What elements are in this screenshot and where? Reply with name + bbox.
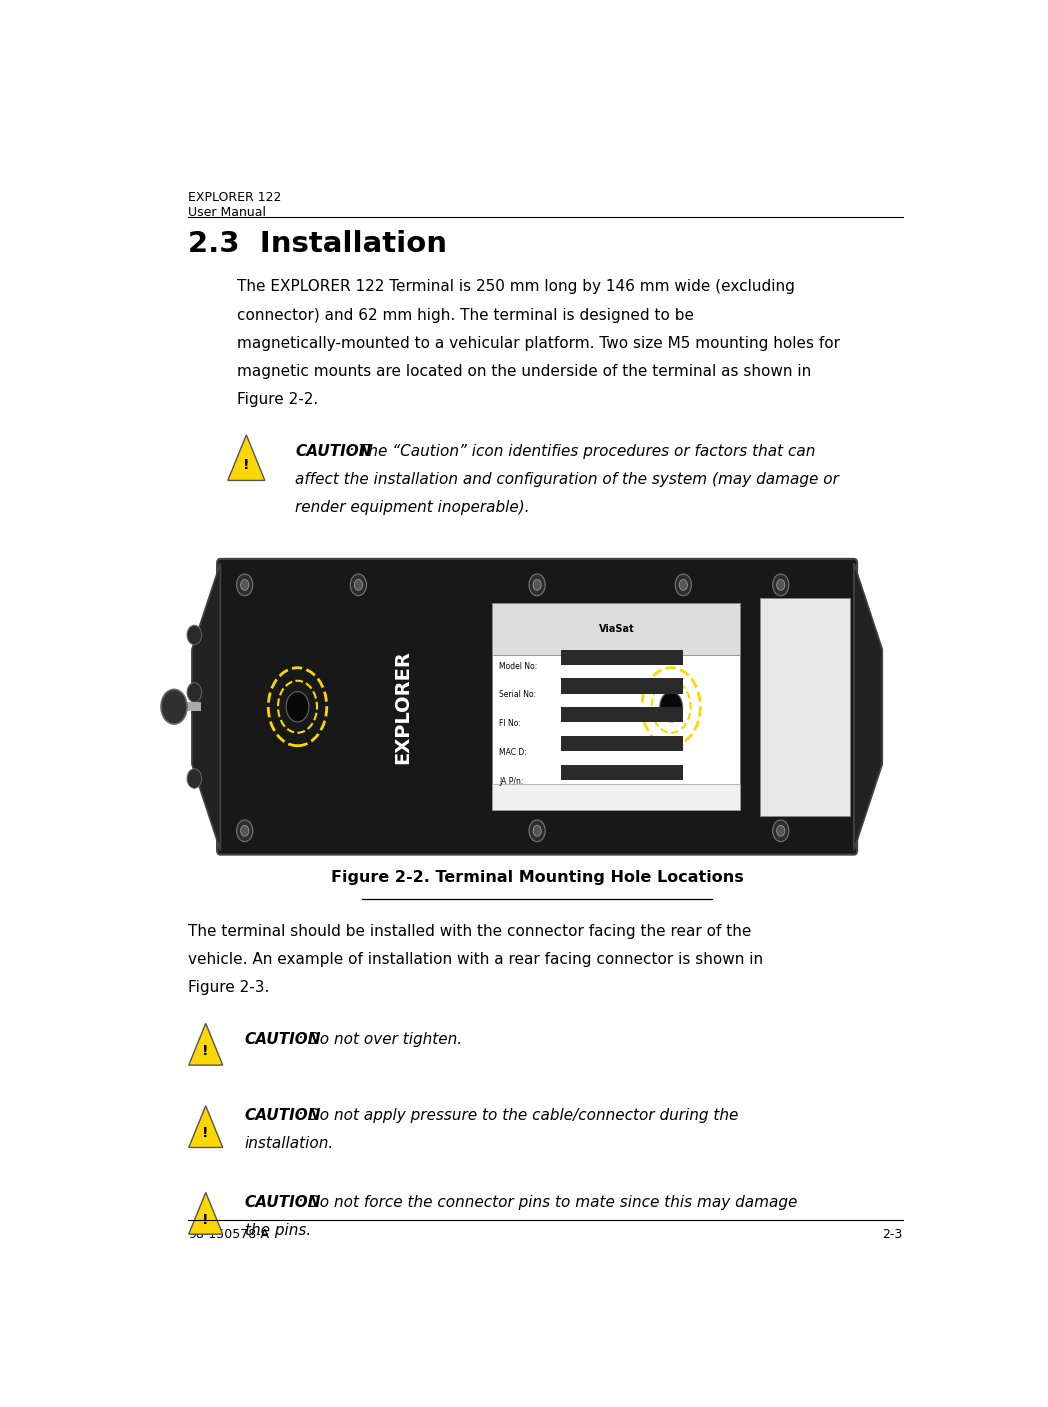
- Text: !: !: [202, 1213, 209, 1227]
- Circle shape: [777, 580, 785, 591]
- Circle shape: [772, 820, 789, 841]
- Circle shape: [237, 574, 253, 595]
- Text: render equipment inoperable).: render equipment inoperable).: [296, 501, 529, 515]
- Text: : Do not apply pressure to the cable/connector during the: : Do not apply pressure to the cable/con…: [299, 1109, 739, 1123]
- Circle shape: [237, 820, 253, 841]
- Circle shape: [660, 692, 682, 722]
- Text: : The “Caution” icon identifies procedures or factors that can: : The “Caution” icon identifies procedur…: [349, 445, 815, 459]
- Circle shape: [187, 768, 201, 788]
- Text: : Do not force the connector pins to mate since this may damage: : Do not force the connector pins to mat…: [299, 1195, 798, 1210]
- FancyBboxPatch shape: [493, 784, 740, 810]
- Circle shape: [161, 689, 187, 725]
- Text: 98-150578-A: 98-150578-A: [188, 1228, 269, 1241]
- FancyBboxPatch shape: [761, 598, 850, 816]
- Text: ViaSat: ViaSat: [598, 625, 634, 635]
- Text: magnetically-mounted to a vehicular platform. Two size M5 mounting holes for: magnetically-mounted to a vehicular plat…: [237, 336, 839, 350]
- FancyBboxPatch shape: [562, 765, 683, 779]
- Text: CAUTION: CAUTION: [245, 1109, 321, 1123]
- Circle shape: [529, 574, 545, 595]
- Text: Serial No:: Serial No:: [499, 691, 536, 699]
- Circle shape: [187, 682, 201, 702]
- Text: Figure 2-3.: Figure 2-3.: [188, 981, 269, 995]
- Text: CAUTION: CAUTION: [245, 1195, 321, 1210]
- Polygon shape: [189, 1106, 222, 1148]
- Text: JA P/n:: JA P/n:: [499, 777, 523, 787]
- Text: Figure 2-2. Terminal Mounting Hole Locations: Figure 2-2. Terminal Mounting Hole Locat…: [331, 870, 743, 885]
- Text: EXPLORER 122: EXPLORER 122: [188, 190, 281, 204]
- Text: magnetic mounts are located on the underside of the terminal as shown in: magnetic mounts are located on the under…: [237, 364, 811, 378]
- Text: Figure 2-2.: Figure 2-2.: [237, 393, 318, 407]
- Circle shape: [533, 580, 541, 591]
- Circle shape: [533, 826, 541, 836]
- FancyBboxPatch shape: [178, 702, 201, 711]
- Text: FI No:: FI No:: [499, 719, 521, 729]
- Text: affect the installation and configuration of the system (may damage or: affect the installation and configuratio…: [296, 473, 839, 487]
- FancyBboxPatch shape: [562, 736, 683, 751]
- Circle shape: [187, 625, 201, 644]
- Text: 2.3  Installation: 2.3 Installation: [188, 229, 446, 257]
- Circle shape: [529, 820, 545, 841]
- Text: the pins.: the pins.: [245, 1223, 311, 1238]
- Text: connector) and 62 mm high. The terminal is designed to be: connector) and 62 mm high. The terminal …: [237, 308, 694, 322]
- Text: EXPLORER: EXPLORER: [394, 650, 413, 764]
- Text: MAC D:: MAC D:: [499, 749, 527, 757]
- Circle shape: [241, 580, 248, 591]
- Circle shape: [350, 574, 367, 595]
- FancyBboxPatch shape: [562, 708, 683, 723]
- FancyBboxPatch shape: [562, 678, 683, 694]
- Text: User Manual: User Manual: [188, 205, 266, 218]
- Circle shape: [679, 580, 687, 591]
- Text: CAUTION: CAUTION: [296, 445, 372, 459]
- Text: Model No:: Model No:: [499, 661, 538, 671]
- Circle shape: [675, 574, 692, 595]
- Circle shape: [772, 574, 789, 595]
- Polygon shape: [189, 1192, 222, 1234]
- FancyBboxPatch shape: [217, 559, 857, 854]
- Text: 2-3: 2-3: [882, 1228, 902, 1241]
- FancyBboxPatch shape: [493, 604, 740, 656]
- Text: : Do not over tighten.: : Do not over tighten.: [299, 1033, 462, 1047]
- Text: !: !: [202, 1044, 209, 1058]
- Text: CAUTION: CAUTION: [245, 1033, 321, 1047]
- FancyBboxPatch shape: [493, 604, 740, 810]
- Circle shape: [777, 826, 785, 836]
- Polygon shape: [192, 563, 220, 850]
- FancyBboxPatch shape: [562, 650, 683, 666]
- Polygon shape: [854, 563, 882, 850]
- Circle shape: [286, 692, 309, 722]
- Text: vehicle. An example of installation with a rear facing connector is shown in: vehicle. An example of installation with…: [188, 953, 763, 967]
- Polygon shape: [227, 435, 265, 480]
- Polygon shape: [189, 1023, 222, 1065]
- Text: The terminal should be installed with the connector facing the rear of the: The terminal should be installed with th…: [188, 924, 751, 938]
- Text: !: !: [202, 1126, 209, 1140]
- Text: !: !: [243, 457, 249, 471]
- Circle shape: [354, 580, 363, 591]
- Text: The EXPLORER 122 Terminal is 250 mm long by 146 mm wide (excluding: The EXPLORER 122 Terminal is 250 mm long…: [237, 280, 794, 294]
- Circle shape: [241, 826, 248, 836]
- Text: installation.: installation.: [245, 1137, 334, 1151]
